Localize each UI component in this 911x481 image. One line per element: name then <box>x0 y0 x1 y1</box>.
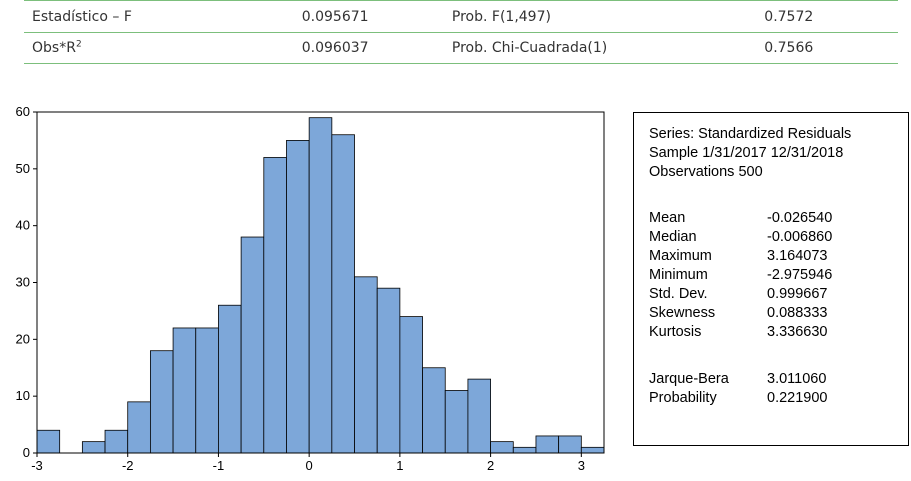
histogram-bar <box>535 435 560 454</box>
test-value: 0.096037 <box>293 32 444 64</box>
y-axis: 0 10 20 30 40 50 60 <box>16 104 37 460</box>
histogram-bar <box>286 140 310 454</box>
stat-label: Kurtosis <box>649 324 702 340</box>
stat-label: Minimum <box>649 267 708 283</box>
stat-row-skewness: Skewness 0.088333 <box>649 304 899 323</box>
stat-value: -0.006860 <box>767 229 833 245</box>
stat-label: Std. Dev. <box>649 286 708 302</box>
stat-value: 3.164073 <box>767 248 828 264</box>
stat-row-median: Median -0.006860 <box>649 228 899 247</box>
test-label: Estadístico – F <box>24 0 294 33</box>
stat-label: Maximum <box>649 248 712 264</box>
stat-value: 0.088333 <box>767 305 828 321</box>
y-tick-label: 0 <box>23 445 30 460</box>
sample-range: Sample 1/31/2017 12/31/2018 <box>649 145 844 161</box>
histogram-bar <box>127 401 151 454</box>
observations-count: Observations 500 <box>649 164 763 180</box>
y-tick-label: 40 <box>16 218 30 233</box>
test-value: 0.095671 <box>293 0 444 33</box>
histogram-bar <box>149 350 174 454</box>
y-tick-label: 20 <box>16 331 30 346</box>
histogram-bar <box>331 134 355 454</box>
test-results-table: Estadístico – F 0.095671 Prob. F(1,497) … <box>24 0 898 64</box>
stat-row-std-dev: Std. Dev. 0.999667 <box>649 285 899 304</box>
stat-value: 0.999667 <box>767 286 828 302</box>
stat-row-kurtosis: Kurtosis 3.336630 <box>649 323 899 342</box>
stat-value: 3.011060 <box>767 371 827 387</box>
stat-label: Jarque-Bera <box>649 371 729 387</box>
histogram-bar <box>172 327 197 454</box>
histogram-bar <box>263 157 287 454</box>
table-row: Estadístico – F 0.095671 Prob. F(1,497) … <box>24 0 898 33</box>
stat-value: 0.221900 <box>767 390 828 406</box>
histogram-bar <box>218 304 242 454</box>
x-tick-label: 2 <box>487 458 494 473</box>
x-tick-label: 3 <box>578 458 585 473</box>
x-axis: -3 -2 -1 0 1 2 3 <box>31 453 585 473</box>
stat-label: Skewness <box>649 305 716 321</box>
histogram-bar <box>490 441 514 454</box>
histogram-bar <box>580 446 605 454</box>
y-tick-label: 50 <box>16 161 30 176</box>
histogram-bar <box>376 287 401 454</box>
x-tick-label: -1 <box>213 458 225 473</box>
histogram-bars <box>36 117 605 454</box>
prob-value: 0.7572 <box>756 0 898 33</box>
stat-row-mean: Mean -0.026540 <box>649 209 899 228</box>
histogram-bar <box>104 429 129 454</box>
stat-label: Mean <box>649 210 686 226</box>
y-tick-label: 10 <box>16 388 30 403</box>
stats-header: Series: Standardized Residuals Sample 1/… <box>649 125 851 182</box>
x-tick-label: 1 <box>396 458 403 473</box>
series-name: Series: Standardized Residuals <box>649 126 852 142</box>
test-label-text: Obs*R <box>32 40 76 56</box>
stat-value: -2.975946 <box>767 267 833 283</box>
histogram-chart: 0 10 20 30 40 50 60 -3 -2 -1 0 1 2 3 <box>16 104 605 473</box>
prob-value: 0.7566 <box>756 32 898 64</box>
superscript: 2 <box>75 39 82 50</box>
stat-label: Median <box>649 229 697 245</box>
histogram-bar <box>558 435 582 454</box>
x-tick-label: -2 <box>122 458 134 473</box>
x-tick-label: 0 <box>306 458 313 473</box>
prob-label: Prob. F(1,497) <box>443 0 757 33</box>
test-label: Obs*R2 <box>24 32 294 64</box>
histogram-bar <box>36 429 61 454</box>
table-row: Obs*R2 0.096037 Prob. Chi-Cuadrada(1) 0.… <box>24 32 898 64</box>
y-tick-label: 60 <box>16 104 30 119</box>
prob-label: Prob. Chi-Cuadrada(1) <box>443 32 757 64</box>
x-tick-label: -3 <box>31 458 43 473</box>
histogram-bar <box>444 390 469 454</box>
histogram-bar <box>308 117 333 454</box>
histogram-bar <box>240 236 265 454</box>
stat-row-maximum: Maximum 3.164073 <box>649 247 899 266</box>
histogram-bar <box>195 327 219 454</box>
stat-row-probability: Probability 0.221900 <box>649 389 899 408</box>
histogram-bar <box>399 316 423 454</box>
stat-label: Probability <box>649 390 717 406</box>
stat-value: 3.336630 <box>767 324 828 340</box>
y-tick-label: 30 <box>16 275 30 290</box>
histogram-bar <box>81 441 106 454</box>
stat-value: -0.026540 <box>767 210 833 226</box>
stat-row-minimum: Minimum -2.975946 <box>649 266 899 285</box>
histogram-bar <box>354 276 378 454</box>
stat-row-jarque-bera: Jarque-Bera 3.011060 <box>649 370 899 389</box>
histogram-bar <box>422 367 446 454</box>
histogram-bar <box>512 446 537 454</box>
histogram-bar <box>467 378 492 454</box>
statistics-panel: Series: Standardized Residuals Sample 1/… <box>633 112 909 446</box>
